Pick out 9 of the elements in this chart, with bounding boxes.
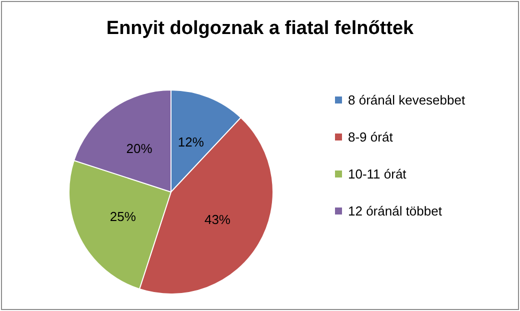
data-label: 43% <box>204 212 231 227</box>
legend-label: 8-9 órát <box>348 130 394 144</box>
legend-label: 12 óránál többet <box>348 204 442 218</box>
legend-label: 8 óránál kevesebbet <box>348 92 466 108</box>
data-label: 12% <box>178 134 204 150</box>
data-label: 20% <box>126 140 153 156</box>
chart-title: Ennyit dolgoznak a fiatal felnőttek <box>106 18 414 39</box>
data-label: 25% <box>110 209 136 224</box>
legend-label: 10-11 órát <box>348 166 407 182</box>
